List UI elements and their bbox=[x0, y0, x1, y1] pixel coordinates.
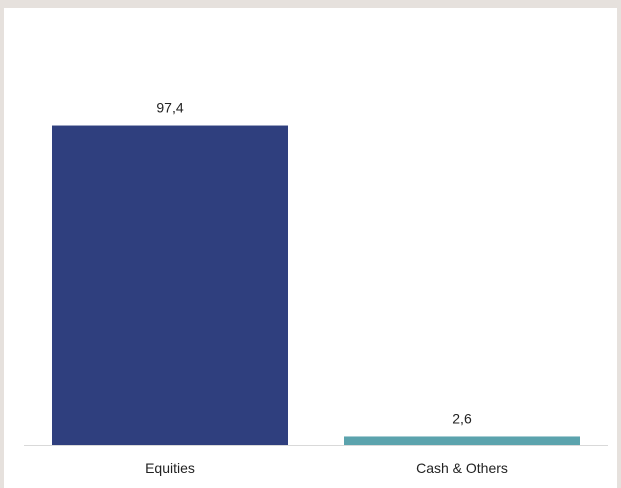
value-label: 97,4 bbox=[156, 100, 183, 116]
value-label: 2,6 bbox=[452, 410, 472, 426]
bar-chart: 97,4 2,6 Equities Cash & Others bbox=[24, 100, 608, 476]
value-labels-group: 97,4 2,6 bbox=[156, 100, 472, 427]
x-tick-labels-group: Equities Cash & Others bbox=[145, 460, 508, 476]
x-tick-label: Equities bbox=[145, 460, 195, 476]
bar-cash-others bbox=[344, 436, 580, 445]
x-tick-label: Cash & Others bbox=[416, 460, 508, 476]
chart-panel: 97,4 2,6 Equities Cash & Others bbox=[4, 8, 617, 488]
bars-group bbox=[52, 125, 580, 445]
bar-equities bbox=[52, 125, 288, 445]
